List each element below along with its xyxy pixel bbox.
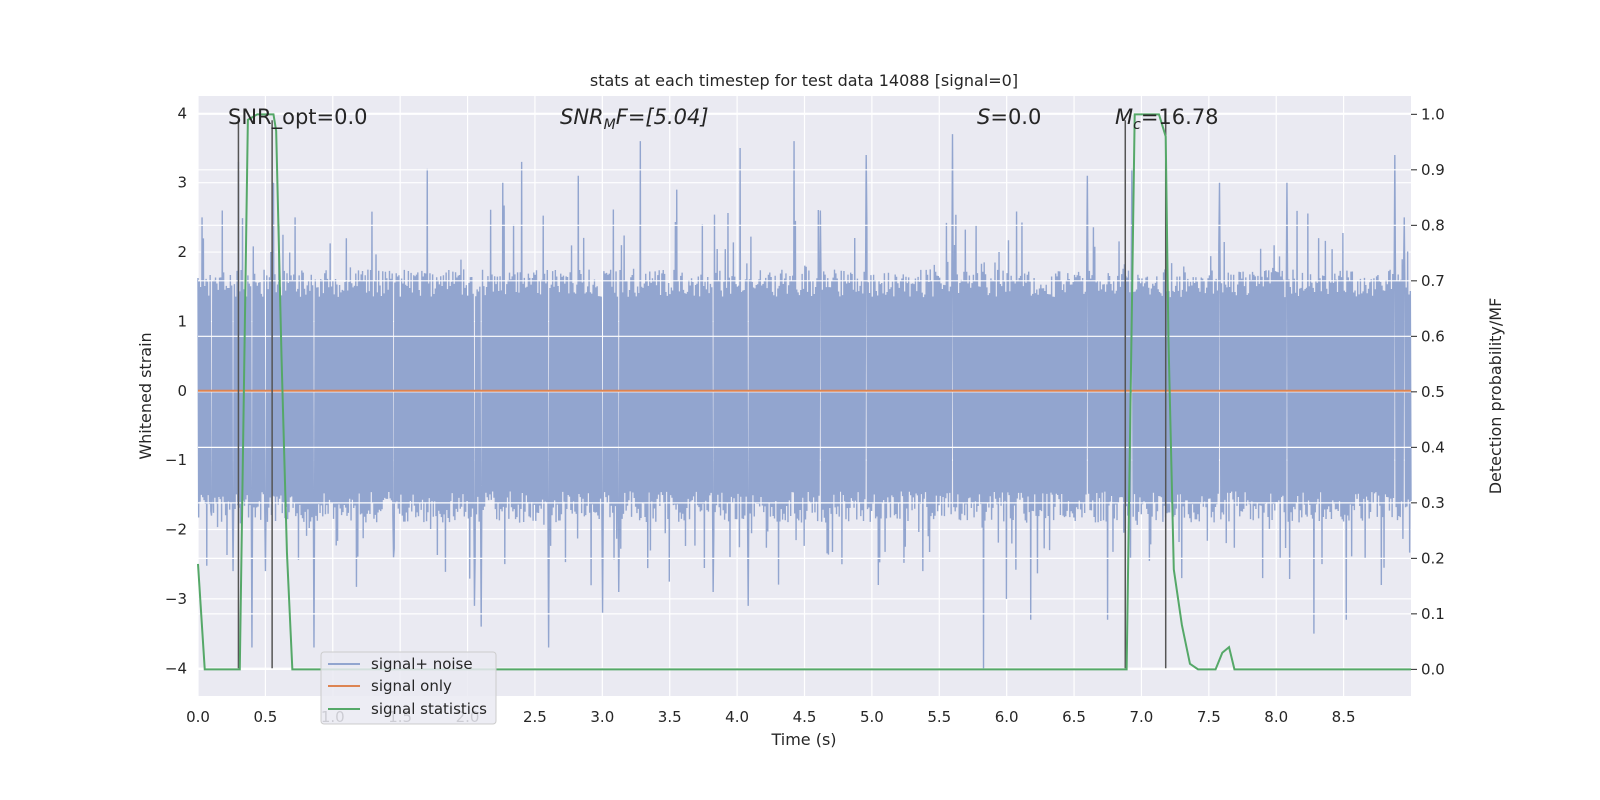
y2-tick-label: 0.4 [1421, 438, 1445, 456]
legend: signal+ noise signal only signal statist… [320, 651, 497, 725]
noise-trace [197, 134, 1412, 669]
annotation-s-base: S [977, 105, 990, 129]
x-tick-label: 6.0 [995, 708, 1019, 726]
y2-tick-label: 0.3 [1421, 494, 1445, 512]
y2-tick-label: 0.8 [1421, 216, 1445, 234]
chart-title: stats at each timestep for test data 140… [590, 71, 1018, 90]
y2-tick-label: 1.0 [1421, 105, 1445, 123]
annotation-s: S=0.0 [977, 105, 1041, 129]
annotation-mc-rest: =16.78 [1141, 105, 1219, 129]
x-tick-label: 8.0 [1264, 708, 1288, 726]
annotation-snr-mf-base: SNR [560, 105, 604, 129]
legend-box [320, 651, 497, 725]
x-tick-label: 0.0 [186, 708, 210, 726]
x-tick-label: 6.5 [1062, 708, 1086, 726]
signal-statistics-line [197, 113, 1411, 671]
legend-label-statistics: signal statistics [371, 700, 487, 718]
annotation-mc: Mc=16.78 [1115, 105, 1219, 133]
x-tick-label: 2.5 [523, 708, 547, 726]
y-tick-label: −2 [165, 521, 187, 539]
x-tick-label: 7.5 [1197, 708, 1221, 726]
x-tick-label: 8.5 [1332, 708, 1356, 726]
y-tick-label: −3 [165, 590, 187, 608]
annotation-s-rest: =0.0 [990, 105, 1041, 129]
legend-label-noise: signal+ noise [371, 655, 473, 673]
y2-tick-label: 0.2 [1421, 549, 1445, 567]
y2-tick-label: 0.7 [1421, 272, 1445, 290]
x-tick-label: 3.5 [658, 708, 682, 726]
annotation-mc-sub: c [1133, 117, 1141, 133]
y2-tick-label: 0.6 [1421, 327, 1445, 345]
x-tick-label: 3.0 [590, 708, 614, 726]
y-tick-label: −4 [165, 659, 187, 677]
annotation-snr-mf-rest: F=[5.04] [616, 105, 709, 129]
y-tick-label: 2 [177, 243, 187, 261]
x-tick-label: 4.0 [725, 708, 749, 726]
y2-tick-label: 0.5 [1421, 383, 1445, 401]
y2-tick-label: 0.1 [1421, 605, 1445, 623]
vertical-markers [237, 120, 1167, 669]
x-tick-label: 5.0 [860, 708, 884, 726]
y-tick-label: 4 [177, 104, 187, 122]
annotation-snr-opt: SNR_opt=0.0 [228, 105, 368, 130]
y-tick-label: 3 [177, 174, 187, 192]
y2-tick-label: 0.9 [1421, 161, 1445, 179]
y-tick-label: 1 [177, 312, 187, 330]
x-tick-label: 7.0 [1130, 708, 1154, 726]
y-tick-labels: −4 −3 −2 −1 0 1 2 3 4 [165, 104, 187, 677]
grid-lines-right-axis [198, 113, 1411, 670]
annotation-snr-mf: SNRMF=[5.04] [560, 105, 709, 133]
y-axis-label: Whitened strain [136, 332, 155, 459]
signal-statistics-trace [197, 113, 1411, 671]
y2-tick-labels: 0.0 0.1 0.2 0.3 0.4 0.5 0.6 0.7 0.8 0.9 1.0 [1411, 105, 1445, 678]
annotation-snr-mf-sub: M [604, 117, 616, 133]
annotation-mc-base: M [1115, 105, 1133, 129]
y-tick-label: 0 [177, 382, 187, 400]
y2-axis-label: Detection probability/MF [1486, 298, 1505, 495]
x-tick-label: 5.5 [927, 708, 951, 726]
legend-label-signal-only: signal only [371, 677, 452, 695]
x-tick-label: 0.5 [253, 708, 277, 726]
x-axis-label: Time (s) [770, 730, 836, 749]
y-tick-label: −1 [165, 451, 187, 469]
noise-line [197, 134, 1412, 669]
x-tick-label: 4.5 [793, 708, 817, 726]
y2-tick-label: 0.0 [1421, 660, 1445, 678]
